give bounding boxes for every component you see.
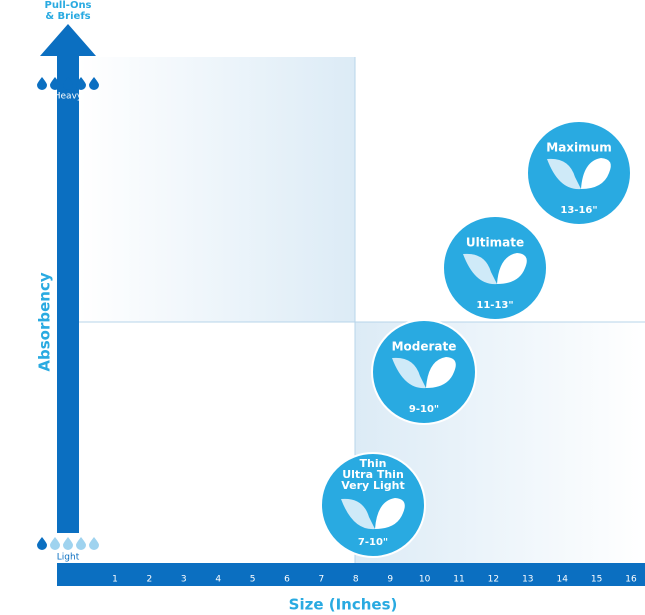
x-tick-label: 3 [181,575,187,585]
top-label: & Briefs [45,11,90,22]
y-axis-bar [57,55,79,533]
product-size: 13-16" [560,205,597,216]
x-tick-label: 1 [112,575,118,585]
product-circle [371,319,477,425]
high-label: Heavy [54,92,83,102]
x-tick-label: 12 [488,575,499,585]
pad-icon [426,357,456,388]
drop [89,77,99,90]
product-name: Maximum [546,141,611,155]
x-tick-label: 4 [215,575,221,585]
pad-icon [463,253,497,285]
drop [50,537,60,550]
low-label: Light [57,553,80,563]
x-tick-label: 14 [556,575,568,585]
drop [37,77,47,90]
product-name: Moderate [392,340,457,354]
pad-icon [375,498,405,529]
layer: 1 2 3 4 5 6 7 8 9 10 11 12 13 14 15 16Maximum13-16"Ulti… [37,77,637,585]
pad-icon [497,253,527,284]
x-tick-label: 13 [522,575,533,585]
x-tick-label: 8 [353,575,359,585]
drop [76,77,86,90]
product-circle [526,120,632,226]
product-size: 7-10" [358,537,388,548]
x-tick-label: 9 [387,575,393,585]
x-tick-label: 7 [319,575,325,585]
drop [37,537,47,550]
y-axis-arrow [40,24,96,56]
product-size: 11-13" [476,300,513,311]
quadrant [79,57,355,322]
drop [50,77,60,90]
product-name: Thin [360,457,387,470]
drop [89,537,99,550]
y-axis-title: Absorbency [36,272,54,371]
drop [63,77,73,90]
product-name: Ultimate [466,236,524,250]
x-axis-title: Size (Inches) [289,596,398,614]
x-tick-label: 5 [250,575,256,585]
product-circle [320,452,426,558]
pad-icon [581,158,611,189]
x-tick-label: 2 [147,575,153,585]
x-tick-label: 11 [453,575,464,585]
product-circle [442,215,548,321]
x-tick-label: 16 [625,575,637,585]
x-axis-bar [57,563,645,586]
x-tick-label: 15 [591,575,602,585]
drop [76,537,86,550]
pad-icon [341,498,375,530]
product-size: 9-10" [409,404,439,415]
x-tick-label: 6 [284,575,290,585]
product-name: Very Light [341,479,405,492]
pad-icon [392,357,426,389]
pad-icon [547,158,581,190]
top-label: Pull-Ons [44,0,91,11]
x-tick-label: 10 [419,575,431,585]
product-name: Ultra Thin [342,468,404,481]
drop [63,537,73,550]
